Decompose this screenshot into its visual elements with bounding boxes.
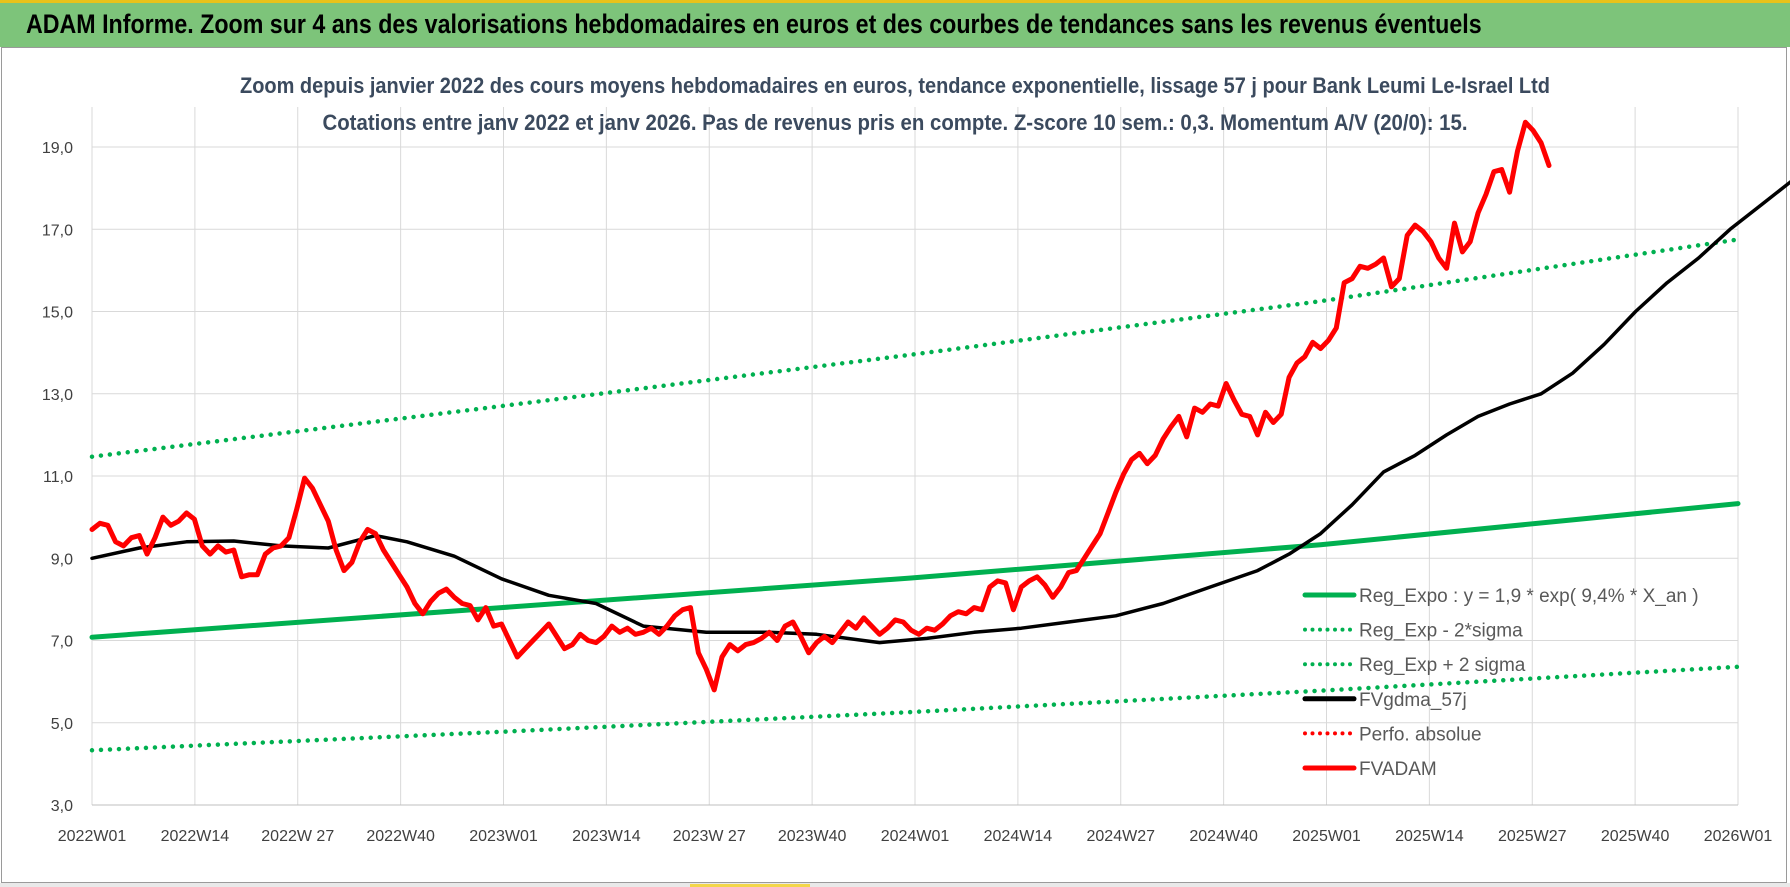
y-tick-label: 13,0 [42,387,73,404]
y-tick-label: 9,0 [51,551,73,568]
legend-label: FVgdma_57j [1359,690,1467,711]
legend-label: FVADAM [1359,759,1437,780]
series-line-1 [89,501,1741,640]
chart-subtitle: Cotations entre janv 2022 et janv 2026. … [323,110,1468,135]
x-tick-label: 2023W 27 [673,828,746,845]
x-tick-label: 2022W14 [161,828,230,845]
x-tick-label: 2022W 27 [261,828,334,845]
y-tick-label: 5,0 [51,716,73,733]
x-tick-label: 2023W14 [572,828,641,845]
y-axis-ticks: 3,0 5,0 7,0 9,0 11,0 13,0 15,0 17,0 19,0 [42,140,73,815]
grid [91,107,1739,806]
legend-label: Reg_Exp - 2*sigma [1359,621,1523,642]
y-tick-label: 7,0 [51,634,73,651]
x-tick-label: 2024W01 [881,828,950,845]
legend-label: Reg_Expo : y = 1,9 * exp( 9,4% * X_an ) [1359,586,1699,607]
report-title: ADAM Informe. Zoom sur 4 ans des valoris… [26,9,1482,39]
series-line-2 [89,664,1741,753]
series-layer [89,119,1790,753]
x-tick-label: 2024W40 [1189,828,1258,845]
chart-title: Zoom depuis janvier 2022 des cours moyen… [240,73,1550,98]
bottom-strip [0,883,1790,887]
y-tick-label: 11,0 [43,469,73,486]
legend-label: Perfo. absolue [1359,724,1482,745]
series-line-5 [89,119,1552,693]
legend: Reg_Expo : y = 1,9 * exp( 9,4% * X_an ) R… [1302,586,1699,780]
x-axis-ticks: 2022W01 2022W14 2022W 27 2022W40 2023W01 2023… [58,828,1773,845]
x-tick-label: 2023W01 [469,828,538,845]
x-tick-label: 2024W14 [984,828,1053,845]
x-tick-label: 2023W40 [778,828,847,845]
x-tick-label: 2025W27 [1498,828,1567,845]
x-tick-label: 2024W27 [1087,828,1156,845]
chart-frame [1,47,1787,883]
x-tick-label: 2022W01 [58,828,127,845]
header-bar: ADAM Informe. Zoom sur 4 ans des valoris… [0,0,1790,47]
series-line-4 [90,180,1790,645]
x-tick-label: 2026W01 [1704,828,1773,845]
legend-label: Reg_Exp + 2 sigma [1359,655,1526,676]
series-line-3 [89,237,1741,459]
y-tick-label: 17,0 [42,222,73,239]
bottom-mark [690,884,810,887]
y-tick-label: 3,0 [51,798,73,815]
x-tick-label: 2022W40 [366,828,435,845]
x-tick-label: 2025W40 [1601,828,1670,845]
x-tick-label: 2025W01 [1292,828,1361,845]
x-tick-label: 2025W14 [1395,828,1464,845]
y-tick-label: 15,0 [42,305,73,322]
y-tick-label: 19,0 [42,140,73,157]
